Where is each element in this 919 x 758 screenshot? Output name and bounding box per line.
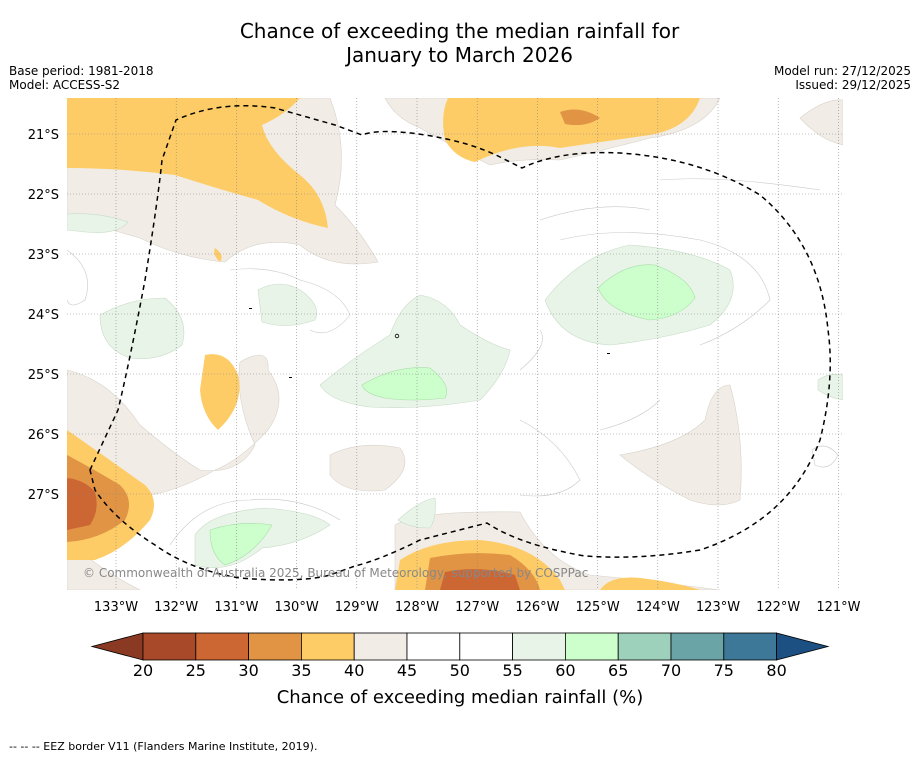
lon-label: 124°W: [636, 600, 680, 615]
colorbar-segment: [353, 632, 408, 661]
colorbar-tick: 20: [133, 661, 153, 680]
colorbar-tick: 55: [502, 661, 522, 680]
lon-label: 126°W: [515, 600, 559, 615]
title-line-1: Chance of exceeding the median rainfall …: [239, 19, 680, 43]
lat-label: 23°S: [28, 248, 59, 263]
issued-date: Issued: 29/12/2025: [795, 78, 911, 92]
lon-label: 127°W: [455, 600, 499, 615]
colorbar-tick: 70: [661, 661, 681, 680]
lon-label: 129°W: [335, 600, 379, 615]
colorbar-tick: 30: [238, 661, 258, 680]
colorbar-tick-labels: 20 25 30 35 40 45 50 55 60 65 70 75 80: [133, 661, 787, 680]
lat-label: 21°S: [28, 128, 59, 143]
colorbar-tick: 50: [450, 661, 470, 680]
longitude-labels: 133°W 132°W 131°W 130°W 129°W 128°W 127°W 126°W…: [94, 600, 861, 615]
colorbar-segment: [670, 632, 725, 661]
lon-label: 125°W: [576, 600, 620, 615]
colorbar-tick: 35: [291, 661, 311, 680]
colorbar-tick: 60: [555, 661, 575, 680]
contour-lines: [67, 178, 839, 546]
colorbar-segment: [142, 632, 197, 661]
model-run: Model run: 27/12/2025: [773, 64, 911, 78]
colorbar-tick: 40: [344, 661, 364, 680]
lat-label: 25°S: [28, 368, 59, 383]
colorbar-tick: 80: [766, 661, 786, 680]
lon-label: 122°W: [756, 600, 800, 615]
latitude-gridlines: [67, 133, 843, 495]
lon-label: 123°W: [696, 600, 740, 615]
colorbar-tick: 75: [714, 661, 734, 680]
colorbar-segment: [617, 632, 672, 661]
lon-label: 132°W: [154, 600, 198, 615]
longitude-gridlines: [115, 98, 839, 590]
small-map-markers: [249, 308, 610, 378]
lat-label: 24°S: [28, 308, 59, 323]
rust-zones: [67, 478, 520, 590]
rainfall-map: [67, 98, 843, 590]
green-zones: [209, 264, 696, 566]
eez-footnote: -- -- -- EEZ border V11 (Flanders Marine…: [9, 740, 318, 753]
colorbar-segment: [565, 632, 619, 661]
base-period: Base period: 1981-2018: [9, 64, 154, 78]
lat-label: 22°S: [28, 188, 59, 203]
colorbar-tick: 25: [186, 661, 206, 680]
colorbar-label: Chance of exceeding median rainfall (%): [277, 687, 644, 708]
lon-label: 133°W: [94, 600, 138, 615]
colorbar-high-extend: [776, 632, 830, 661]
latitude-labels: 21°S 22°S 23°S 24°S 25°S 26°S 27°S: [28, 128, 59, 503]
colorbar: [90, 632, 830, 661]
copyright-notice: © Commonwealth of Australia 2025, Bureau…: [83, 566, 588, 580]
colorbar-tick: 65: [608, 661, 628, 680]
colorbar-low-extend: [90, 632, 144, 661]
lat-label: 26°S: [28, 428, 59, 443]
lon-label: 131°W: [214, 600, 258, 615]
model-name: Model: ACCESS-S2: [9, 78, 121, 92]
colorbar-segment: [723, 632, 777, 661]
colorbar-segment: [300, 632, 355, 661]
lon-label: 121°W: [816, 600, 860, 615]
lat-label: 27°S: [28, 488, 59, 503]
colorbar-segment: [459, 632, 513, 661]
colorbar-segment: [195, 632, 250, 661]
eez-border: [89, 104, 831, 581]
colorbar-tick: 45: [397, 661, 417, 680]
colorbar-segment: [512, 632, 566, 661]
lon-label: 130°W: [275, 600, 319, 615]
colorbar-segment: [248, 632, 302, 661]
lon-label: 128°W: [395, 600, 439, 615]
title-line-2: January to March 2026: [346, 43, 573, 67]
colorbar-segment: [406, 632, 461, 661]
